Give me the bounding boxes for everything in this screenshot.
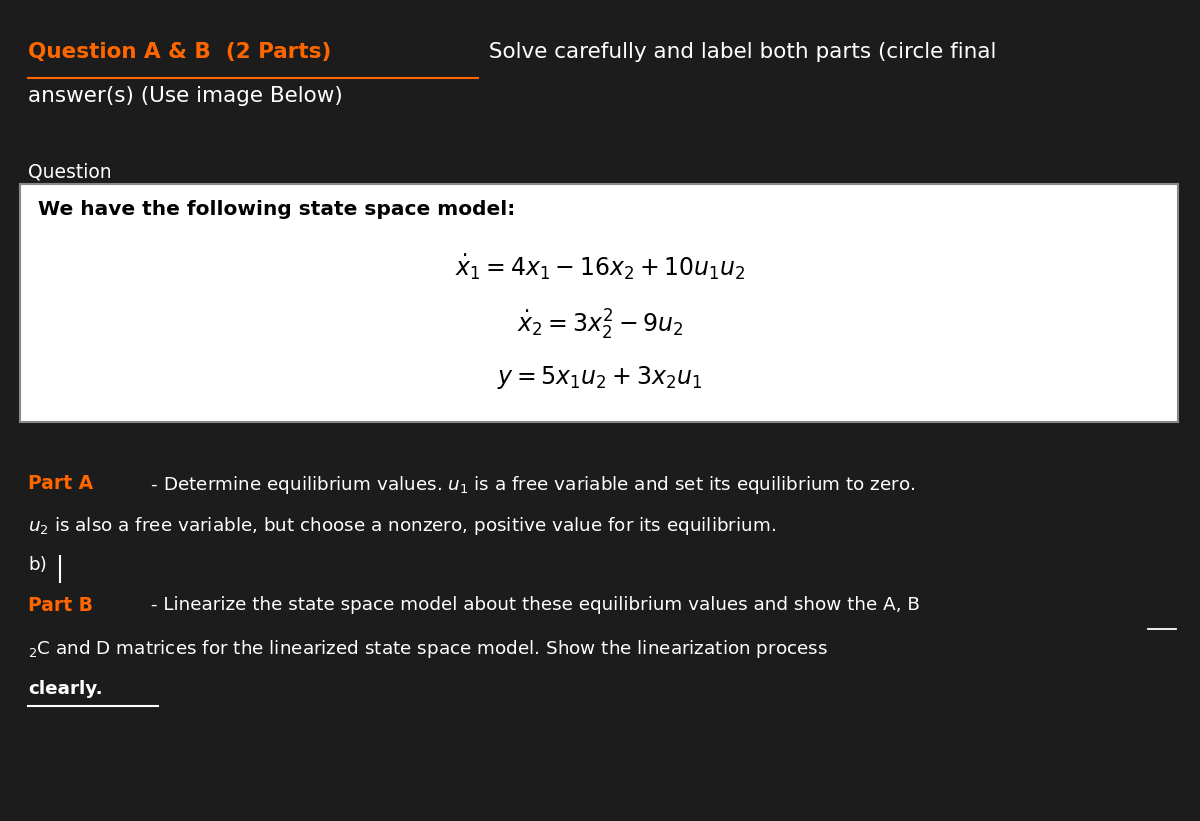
Text: We have the following state space model:: We have the following state space model:: [38, 200, 515, 219]
Text: Question A & B  (2 Parts): Question A & B (2 Parts): [28, 42, 331, 62]
Text: $\dot{x}_1 = 4x_1 - 16x_2 + 10u_1u_2$: $\dot{x}_1 = 4x_1 - 16x_2 + 10u_1u_2$: [455, 252, 745, 282]
Text: Part A: Part A: [28, 474, 94, 493]
Text: $_2$C and D matrices for the linearized state space model. Show the linearizatio: $_2$C and D matrices for the linearized …: [28, 638, 828, 660]
Text: $y = 5x_1u_2 + 3x_2u_1$: $y = 5x_1u_2 + 3x_2u_1$: [498, 364, 702, 391]
FancyBboxPatch shape: [20, 184, 1178, 422]
Text: Question: Question: [28, 162, 112, 181]
Text: b): b): [28, 556, 47, 574]
Text: clearly.: clearly.: [28, 680, 103, 698]
Text: - Determine equilibrium values. $u_1$ is a free variable and set its equilibrium: - Determine equilibrium values. $u_1$ is…: [145, 474, 916, 496]
Text: Part B: Part B: [28, 596, 94, 615]
Text: answer(s) (Use image Below): answer(s) (Use image Below): [28, 86, 343, 106]
Text: $\dot{x}_2 = 3x_2^2 - 9u_2$: $\dot{x}_2 = 3x_2^2 - 9u_2$: [517, 308, 683, 342]
Text: - Linearize the state space model about these equilibrium values and show the A,: - Linearize the state space model about …: [145, 596, 920, 614]
Text: $u_2$ is also a free variable, but choose a nonzero, positive value for its equi: $u_2$ is also a free variable, but choos…: [28, 515, 776, 537]
Text: Solve carefully and label both parts (circle final: Solve carefully and label both parts (ci…: [482, 42, 996, 62]
